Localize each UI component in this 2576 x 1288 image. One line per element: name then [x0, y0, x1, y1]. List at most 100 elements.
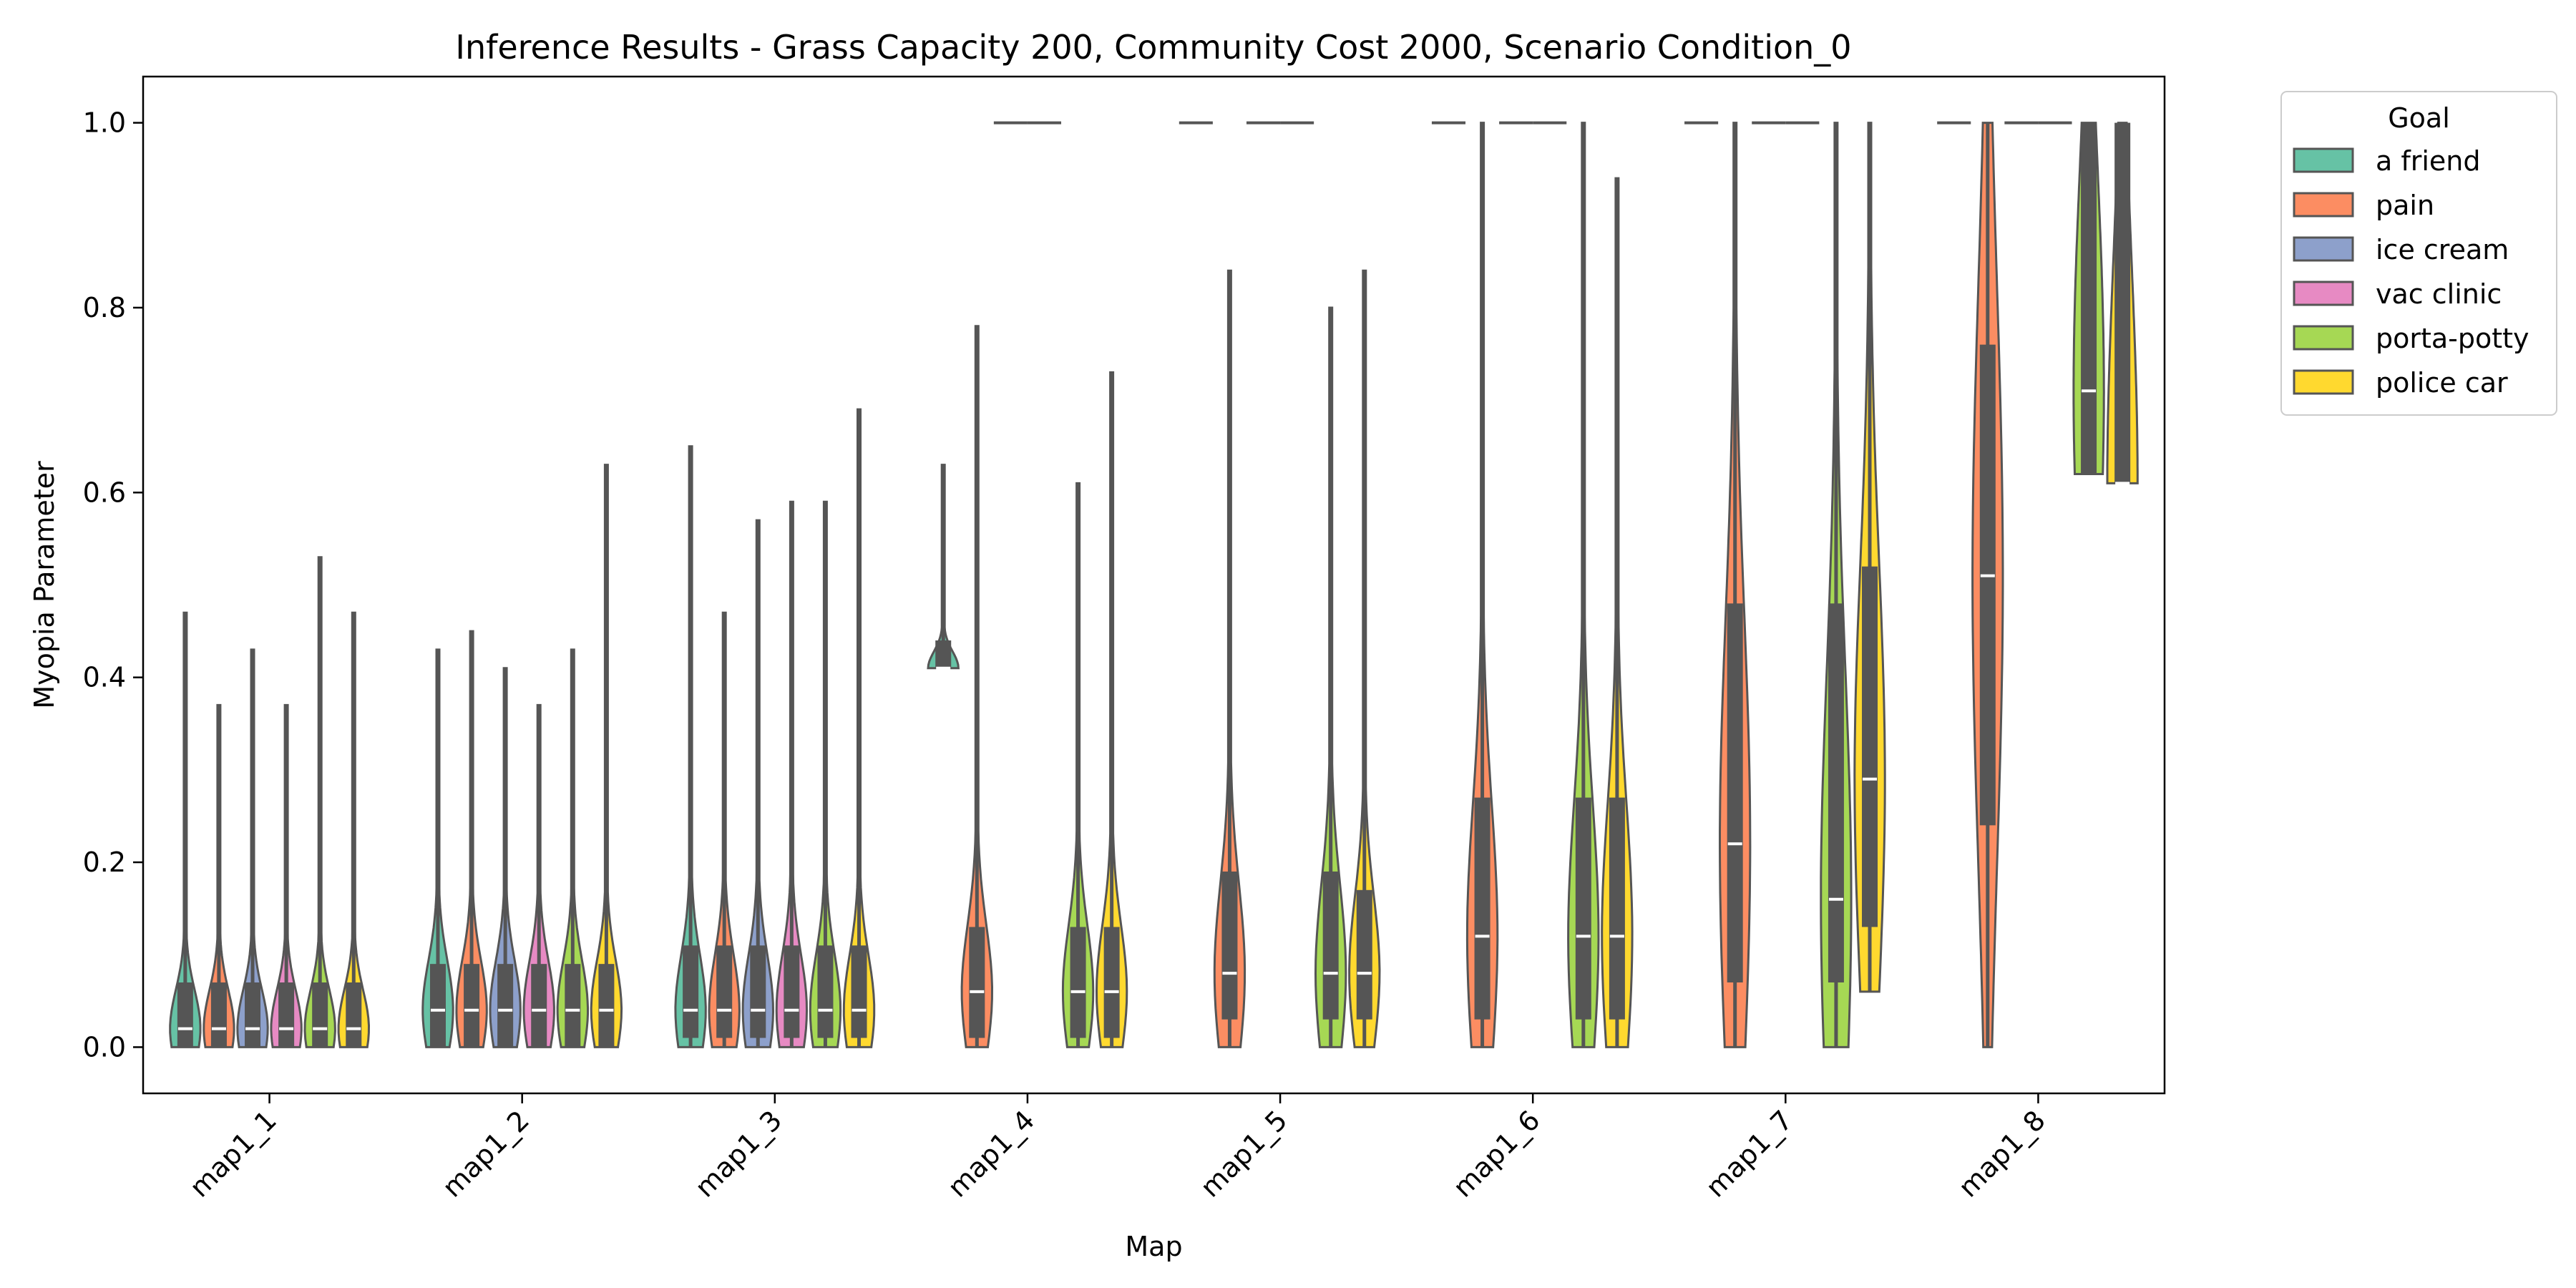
- legend-label: pain: [2376, 190, 2434, 221]
- violin-map1_4-porta-potty: [1061, 482, 1095, 1048]
- violin-map1_1-vac-clinic: [270, 703, 303, 1048]
- violin-iqr-box: [1103, 927, 1120, 1038]
- violin-map1_4-police-car: [1095, 371, 1128, 1048]
- violin-map1_6-police-car: [1601, 177, 1634, 1048]
- violin-marks: [169, 121, 2139, 1048]
- violin-map1_5-police-car: [1348, 269, 1381, 1048]
- legend-title: Goal: [2388, 102, 2450, 134]
- violin-map1_8-police-car: [2106, 122, 2139, 485]
- legend-entry-vac-clinic: vac clinic: [2293, 278, 2502, 310]
- violin-map1_2-ice-cream: [489, 667, 522, 1048]
- violin-map1_8-porta-potty: [2072, 122, 2105, 475]
- legend-swatch: [2293, 325, 2354, 351]
- violin-iqr-box: [1862, 566, 1878, 927]
- violin-map1_2-porta-potty: [556, 648, 589, 1048]
- violin-iqr-box: [429, 964, 446, 1048]
- violin-iqr-box: [1356, 889, 1372, 1020]
- violin-iqr-box: [531, 964, 547, 1048]
- violin-iqr-box: [312, 982, 328, 1048]
- violin-iqr-box: [1828, 603, 1844, 982]
- legend-label: a friend: [2376, 145, 2481, 177]
- y-tick-label: 0.6: [83, 477, 126, 508]
- violin-iqr-box: [346, 982, 362, 1048]
- y-tick-label: 0.4: [83, 662, 126, 693]
- legend-label: porta-potty: [2376, 323, 2529, 354]
- y-tick-label: 1.0: [83, 107, 126, 139]
- violin-map1_1-a-friend: [169, 611, 202, 1048]
- legend-swatch: [2293, 369, 2354, 395]
- y-tick-label: 0.8: [83, 292, 126, 323]
- violin-map1_4-pain: [960, 325, 994, 1048]
- violin-map1_6-porta-potty: [1567, 122, 1600, 1048]
- violin-map1_1-police-car: [337, 611, 371, 1048]
- legend-swatch: [2293, 192, 2354, 218]
- violin-iqr-box: [1322, 871, 1339, 1020]
- violin-map1_6-pain: [1465, 122, 1499, 1048]
- legend-label: vac clinic: [2376, 278, 2502, 310]
- violin-iqr-box: [1070, 927, 1086, 1038]
- violin-map1_1-pain: [203, 703, 235, 1048]
- violin-iqr-box: [598, 964, 615, 1048]
- violin-map1_3-porta-potty: [809, 500, 842, 1048]
- violin-iqr-box: [935, 640, 952, 668]
- violin-iqr-box: [817, 945, 834, 1038]
- violin-map1_3-police-car: [842, 408, 876, 1048]
- violin-iqr-box: [851, 945, 867, 1038]
- violin-map1_2-police-car: [590, 464, 623, 1048]
- violin-iqr-box: [1609, 797, 1625, 1020]
- violin-map1_4-a-friend: [927, 464, 960, 670]
- violin-map1_7-police-car: [1853, 122, 1886, 993]
- violin-map1_3-a-friend: [674, 445, 707, 1048]
- violin-iqr-box: [464, 964, 480, 1048]
- legend-swatch: [2293, 280, 2354, 306]
- violin-iqr-box: [1575, 797, 1591, 1020]
- violin-iqr-box: [1474, 797, 1491, 1020]
- legend-label: police car: [2376, 367, 2508, 399]
- violin-map1_2-pain: [455, 630, 488, 1048]
- legend-entry-police-car: police car: [2293, 367, 2508, 399]
- violin-iqr-box: [2114, 122, 2131, 484]
- violin-iqr-box: [969, 927, 985, 1038]
- y-axis: 0.0 0.2 0.4 0.6 0.8 1.0: [83, 107, 143, 1063]
- violin-map1_3-pain: [708, 611, 741, 1048]
- violin-iqr-box: [784, 945, 800, 1038]
- plot-area-frame: [142, 75, 2166, 1095]
- violin-iqr-box: [683, 945, 699, 1038]
- violin-map1_2-a-friend: [421, 648, 454, 1048]
- violin-iqr-box: [1221, 871, 1238, 1020]
- violin-iqr-box: [278, 982, 295, 1048]
- violin-map1_3-vac-clinic: [775, 500, 809, 1048]
- legend-entry-porta-potty: porta-potty: [2293, 323, 2529, 354]
- y-tick-label: 0.0: [83, 1031, 126, 1063]
- violin-map1_1-ice-cream: [236, 648, 269, 1048]
- violin-iqr-box: [1727, 603, 1743, 982]
- violin-iqr-box: [177, 982, 193, 1048]
- violin-map1_8-pain: [1971, 122, 2004, 1048]
- legend-label: ice cream: [2376, 234, 2509, 265]
- x-axis-label: Map: [1125, 1231, 1182, 1262]
- violin-iqr-box: [2081, 122, 2097, 474]
- violin-map1_5-porta-potty: [1314, 306, 1347, 1048]
- violin-map1_3-ice-cream: [741, 519, 775, 1048]
- violin-iqr-box: [565, 964, 581, 1048]
- violin-iqr-box: [245, 982, 261, 1048]
- legend: Goal a friend pain ice cream vac clinic porta…: [2280, 91, 2557, 416]
- violin-map1_5-pain: [1213, 269, 1246, 1048]
- violin-iqr-box: [1979, 344, 1996, 826]
- y-axis-label: Myopia Parameter: [29, 461, 60, 709]
- violin-map1_2-vac-clinic: [522, 703, 555, 1048]
- legend-entry-ice-cream: ice cream: [2293, 234, 2509, 265]
- legend-entry-pain: pain: [2293, 190, 2434, 221]
- violin-iqr-box: [716, 945, 733, 1038]
- chart-title: Inference Results - Grass Capacity 200, …: [455, 28, 1851, 67]
- violin-iqr-box: [497, 964, 514, 1048]
- y-tick-label: 0.2: [83, 847, 126, 878]
- legend-swatch: [2293, 147, 2354, 173]
- violin-map1_7-pain: [1719, 122, 1752, 1048]
- violin-iqr-box: [750, 945, 766, 1038]
- violin-iqr-box: [210, 982, 227, 1048]
- violin-map1_7-porta-potty: [1820, 122, 1853, 1048]
- legend-entry-a-friend: a friend: [2293, 145, 2481, 177]
